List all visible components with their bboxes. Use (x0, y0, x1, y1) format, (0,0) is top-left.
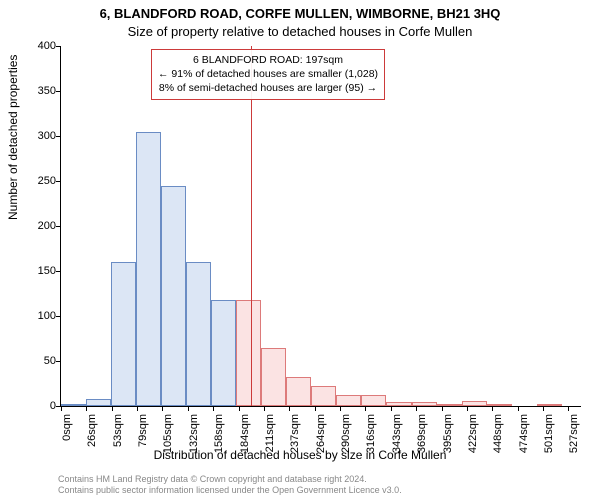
x-tick-label: 0sqm (61, 414, 73, 441)
y-tick-label: 350 (38, 85, 56, 97)
x-tick (289, 406, 290, 411)
x-tick (518, 406, 519, 411)
histogram-bar (537, 404, 562, 406)
histogram-bar (361, 395, 386, 406)
x-tick (543, 406, 544, 411)
x-tick (391, 406, 392, 411)
x-tick (365, 406, 366, 411)
y-tick-label: 200 (38, 220, 56, 232)
histogram-bar (261, 348, 286, 406)
y-tick-label: 50 (44, 355, 56, 367)
footer-line-2: Contains public sector information licen… (58, 485, 402, 496)
x-tick (340, 406, 341, 411)
y-tick-label: 250 (38, 175, 56, 187)
annotation-box: 6 BLANDFORD ROAD: 197sqm← 91% of detache… (151, 49, 385, 100)
y-tick (56, 226, 61, 227)
y-axis-label: Number of detached properties (6, 55, 20, 220)
y-tick-label: 0 (50, 400, 56, 412)
x-tick-label: 79sqm (137, 414, 149, 447)
histogram-bar (136, 132, 161, 407)
histogram-bar (211, 300, 236, 406)
y-tick (56, 46, 61, 47)
chart-container: 6, BLANDFORD ROAD, CORFE MULLEN, WIMBORN… (0, 0, 600, 500)
histogram-bar (86, 399, 111, 406)
x-tick-label: 26sqm (86, 414, 98, 447)
histogram-bar (111, 262, 136, 406)
x-tick (315, 406, 316, 411)
histogram-bar (462, 401, 487, 406)
footer-attribution: Contains HM Land Registry data © Crown c… (58, 474, 402, 497)
histogram-bar (186, 262, 211, 406)
histogram-bar (286, 377, 311, 406)
x-tick (239, 406, 240, 411)
x-tick-label: 53sqm (112, 414, 124, 447)
x-tick (61, 406, 62, 411)
y-tick (56, 181, 61, 182)
y-tick (56, 316, 61, 317)
chart-subtitle: Size of property relative to detached ho… (0, 24, 600, 39)
x-tick (467, 406, 468, 411)
x-tick (188, 406, 189, 411)
x-tick (264, 406, 265, 411)
x-tick (416, 406, 417, 411)
y-tick-label: 300 (38, 130, 56, 142)
y-tick (56, 271, 61, 272)
x-axis-label: Distribution of detached houses by size … (0, 448, 600, 462)
y-tick-label: 100 (38, 310, 56, 322)
x-tick (162, 406, 163, 411)
x-tick (213, 406, 214, 411)
x-tick (137, 406, 138, 411)
annotation-line: 8% of semi-detached houses are larger (9… (158, 81, 378, 95)
x-tick (568, 406, 569, 411)
y-tick-label: 400 (38, 40, 56, 52)
chart-title: 6, BLANDFORD ROAD, CORFE MULLEN, WIMBORN… (0, 6, 600, 21)
x-tick (86, 406, 87, 411)
x-tick (442, 406, 443, 411)
histogram-bar (61, 404, 86, 406)
y-tick-label: 150 (38, 265, 56, 277)
x-tick (112, 406, 113, 411)
y-tick (56, 361, 61, 362)
annotation-line: 6 BLANDFORD ROAD: 197sqm (158, 53, 378, 67)
y-tick (56, 136, 61, 137)
histogram-bar (412, 402, 437, 406)
property-marker-line (251, 46, 252, 406)
histogram-bar (386, 402, 411, 406)
histogram-bar (487, 404, 512, 406)
histogram-bar (336, 395, 361, 406)
histogram-bar (311, 386, 336, 406)
x-tick (492, 406, 493, 411)
histogram-bar (437, 404, 462, 406)
x-tick-label: 211sqm (264, 414, 276, 452)
annotation-line: ← 91% of detached houses are smaller (1,… (158, 67, 378, 81)
plot-area: 0501001502002503003504000sqm26sqm53sqm79… (60, 46, 581, 407)
y-tick (56, 91, 61, 92)
footer-line-1: Contains HM Land Registry data © Crown c… (58, 474, 402, 485)
histogram-bar (161, 186, 186, 406)
histogram-bar (236, 300, 261, 406)
